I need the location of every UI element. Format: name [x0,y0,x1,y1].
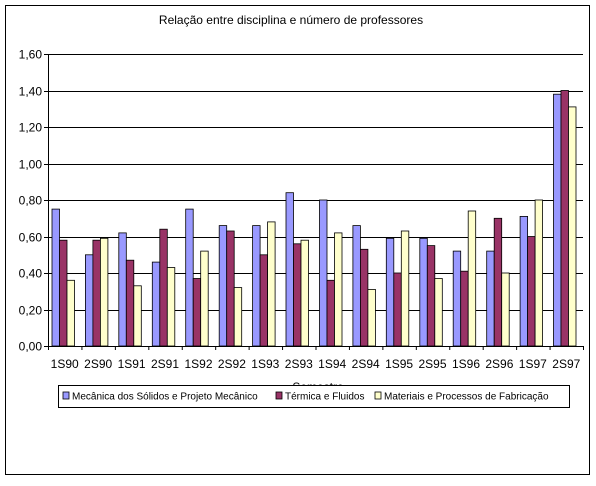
bar [352,225,361,347]
x-tick-label: 2S95 [418,357,446,371]
bar [92,239,101,347]
bar [426,245,436,347]
bar [218,225,228,347]
bar [393,272,402,347]
bar [51,208,60,347]
bar [226,230,235,347]
x-tick-label: 1S90 [51,357,79,371]
bar [501,272,510,347]
bar [252,225,261,347]
bar [285,192,294,347]
bar [568,106,577,347]
bar [319,199,328,347]
y-tick-label: 0,00 [19,340,43,354]
legend-swatch [62,391,70,400]
bar [434,278,443,347]
bar [159,228,168,347]
x-tick-label: 2S90 [84,357,112,371]
legend-swatch [374,391,382,400]
x-tick-label: 1S97 [519,357,547,371]
x-tick-label: 2S96 [485,357,513,371]
legend-label: Materiais e Processos de Fabricação [384,392,549,403]
bar [367,288,376,347]
x-tick-label: 1S94 [318,357,346,371]
bar [419,237,428,347]
bar [293,243,302,347]
bar [118,232,127,347]
y-tick-label: 0,80 [19,194,43,208]
legend-swatch [275,391,283,400]
y-tick-label: 0,20 [19,304,43,318]
bar [560,90,569,347]
x-tick-label: 2S97 [552,357,580,371]
bar [553,93,562,347]
bar [259,254,269,347]
x-tick-label: 1S96 [452,357,480,371]
bar [493,217,503,347]
y-tick-label: 1,60 [19,48,43,62]
chart-title: Relação entre disciplina e número de pro… [159,13,423,27]
bar [300,239,309,347]
y-tick-label: 1,20 [19,121,43,135]
bar [59,239,68,347]
x-tick-label: 2S93 [285,357,313,371]
x-tick-label: 1S95 [385,357,413,371]
legend-label: Térmica e Fluidos [285,392,364,403]
bar [460,270,469,347]
bar [125,259,135,347]
bar [519,215,528,347]
legend-box [58,385,570,408]
bar [185,208,194,347]
bar [467,210,477,347]
plot-area: 0,00 0,20 0,40 0,60 0,80 1,00 1,20 1,40 1,60 1S90… [19,48,584,371]
bar [334,232,343,347]
bar [534,199,543,347]
x-tick-label: 1S91 [118,357,146,371]
bar [359,248,369,347]
bar [452,250,462,347]
bar [100,237,109,347]
bar [151,261,161,347]
x-tick-label: 2S94 [352,357,380,371]
x-tick-label: 1S92 [184,357,212,371]
bar [267,221,276,347]
y-tick-label: 1,40 [19,85,43,99]
legend-label: Mecânica dos Sólidos e Projeto Mecânico [72,392,258,403]
y-tick-label: 1,00 [19,158,43,172]
bar [486,250,495,347]
bar [385,237,395,347]
y-tick-label: 0,60 [19,231,43,245]
bar [233,287,243,347]
bar [326,279,335,347]
bar [400,230,410,347]
x-tick-label: 2S92 [218,357,246,371]
bar [66,279,75,347]
legend: Mecânica dos Sólidos e Projeto Mecânico T… [58,385,570,408]
bar [192,278,202,347]
bar [85,254,94,347]
bar [200,250,209,347]
bar [133,285,142,347]
bar [166,267,176,347]
y-tick-label: 0,40 [19,267,43,281]
bar [527,236,536,347]
x-tick-label: 1S93 [251,357,279,371]
x-tick-label: 2S91 [151,357,179,371]
